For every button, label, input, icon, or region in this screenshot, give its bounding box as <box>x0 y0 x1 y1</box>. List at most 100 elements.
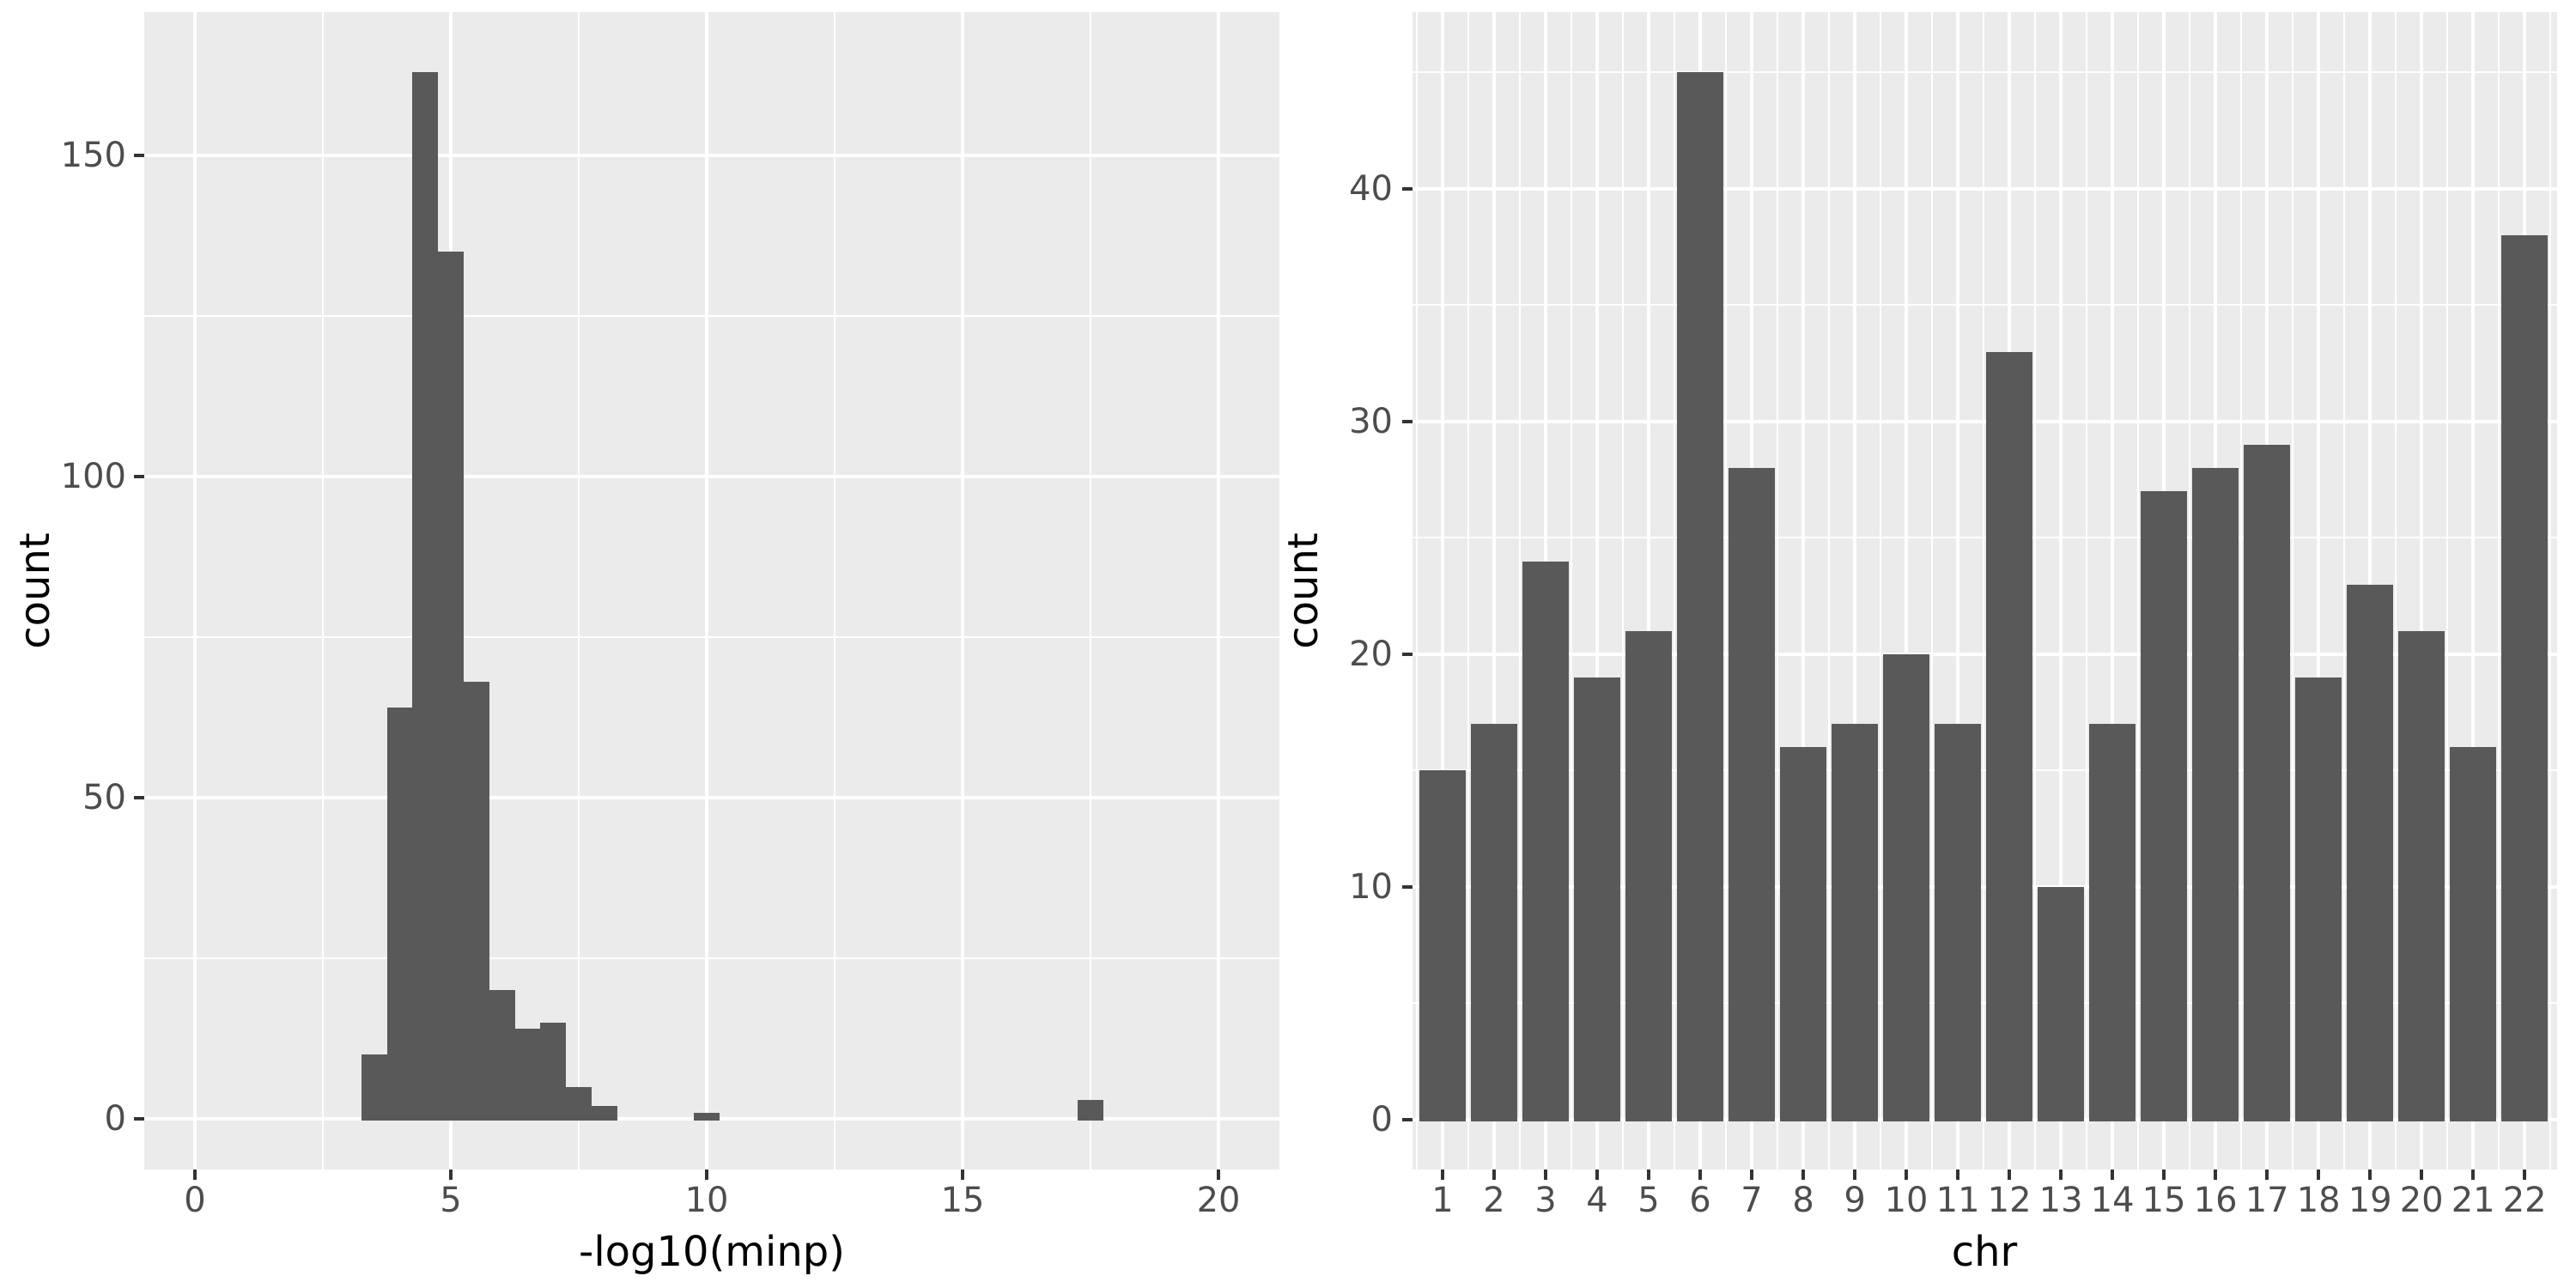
x-tick-mark <box>2265 1170 2269 1180</box>
y-tick-mark <box>134 154 144 158</box>
x-minor-gridline <box>578 12 580 1170</box>
x-tick-label: 1 <box>1431 1181 1454 1220</box>
x-minor-gridline <box>322 12 324 1170</box>
x-tick-label: 15 <box>940 1181 985 1220</box>
histogram-bar <box>1470 724 1517 1121</box>
x-minor-gridline <box>1467 12 1469 1170</box>
x-minor-gridline <box>2086 12 2088 1170</box>
x-major-gridline <box>2420 12 2424 1170</box>
histogram-bar <box>1832 724 1879 1121</box>
y-tick-label: 40 <box>1349 168 1393 209</box>
y-tick-mark <box>134 795 144 799</box>
x-minor-gridline <box>2498 12 2500 1170</box>
x-tick-label: 16 <box>2193 1181 2238 1220</box>
x-tick-label: 8 <box>1792 1181 1814 1220</box>
x-minor-gridline <box>2240 12 2243 1170</box>
y-major-gridline <box>144 795 1279 799</box>
x-tick-mark <box>2317 1170 2321 1180</box>
y-tick-mark <box>1402 884 1413 889</box>
x-tick-mark <box>2523 1170 2527 1180</box>
x-tick-label: 12 <box>1987 1181 2032 1220</box>
histogram-bar <box>1728 468 1776 1121</box>
x-tick-mark <box>961 1170 965 1180</box>
x-major-gridline <box>1492 12 1496 1170</box>
histogram-bar <box>1883 653 1930 1121</box>
x-major-gridline <box>1853 12 1857 1170</box>
histogram-bar <box>412 71 439 1121</box>
x-tick-mark <box>1595 1170 1599 1180</box>
x-major-gridline <box>2111 12 2115 1170</box>
x-minor-gridline <box>2292 12 2294 1170</box>
x-tick-mark <box>1956 1170 1960 1180</box>
y-minor-gridline <box>144 315 1279 318</box>
y-major-gridline <box>144 475 1279 478</box>
y-tick-mark <box>1402 419 1413 423</box>
x-tick-mark <box>1492 1170 1496 1180</box>
x-tick-mark <box>1750 1170 1754 1180</box>
x-tick-label: 3 <box>1534 1181 1557 1220</box>
x-tick-label: 7 <box>1741 1181 1763 1220</box>
histogram-bar <box>2141 491 2188 1121</box>
y-minor-gridline <box>144 957 1279 959</box>
y-tick-mark <box>1402 1118 1413 1121</box>
x-minor-gridline <box>1622 12 1625 1170</box>
x-minor-gridline <box>1880 12 1882 1170</box>
histogram-bar <box>2347 584 2394 1121</box>
histogram-bar <box>1078 1099 1103 1121</box>
y-minor-gridline <box>1413 71 2557 74</box>
x-major-gridline <box>1217 12 1221 1170</box>
histogram-bar <box>2295 677 2342 1121</box>
x-tick-mark <box>1801 1170 1806 1180</box>
histogram-bar <box>1419 770 1466 1121</box>
x-minor-gridline <box>2189 12 2191 1170</box>
x-minor-gridline <box>2137 12 2140 1170</box>
x-minor-gridline <box>2343 12 2346 1170</box>
x-tick-mark <box>2162 1170 2166 1180</box>
x-tick-label: 2 <box>1483 1181 1505 1220</box>
x-major-gridline <box>2317 12 2321 1170</box>
histogram-bar <box>566 1086 592 1121</box>
x-minor-gridline <box>2395 12 2397 1170</box>
y-tick-mark <box>1402 186 1413 191</box>
right-y-axis-title: count <box>1279 532 1327 649</box>
x-tick-label: 21 <box>2451 1181 2495 1220</box>
x-major-gridline <box>1956 12 1960 1170</box>
histogram-bar <box>2089 724 2136 1121</box>
histogram-bar <box>1625 630 1673 1121</box>
x-minor-gridline <box>1983 12 1985 1170</box>
x-minor-gridline <box>2549 12 2552 1170</box>
x-tick-label: 22 <box>2502 1181 2547 1220</box>
x-tick-mark <box>1698 1170 1703 1180</box>
y-tick-label: 150 <box>60 136 126 176</box>
x-tick-label: 10 <box>684 1181 729 1220</box>
y-tick-label: 20 <box>1349 634 1393 674</box>
x-tick-label: 9 <box>1844 1181 1866 1220</box>
histogram-bar <box>463 682 489 1121</box>
histogram-bar <box>694 1112 720 1121</box>
y-tick-label: 0 <box>104 1098 126 1139</box>
x-tick-label: 20 <box>1196 1181 1241 1220</box>
x-tick-mark <box>2111 1170 2115 1180</box>
x-minor-gridline <box>1777 12 1779 1170</box>
x-minor-gridline <box>2446 12 2449 1170</box>
x-tick-mark <box>1905 1170 1909 1180</box>
x-tick-label: 5 <box>1637 1181 1660 1220</box>
histogram-bar <box>2398 630 2445 1121</box>
x-major-gridline <box>1905 12 1909 1170</box>
histogram-bar <box>591 1106 617 1121</box>
y-tick-mark <box>1402 652 1413 656</box>
histogram-bar <box>1677 72 1724 1121</box>
x-major-gridline <box>2471 12 2476 1170</box>
x-tick-mark <box>1853 1170 1857 1180</box>
histogram-bar <box>1574 677 1620 1121</box>
x-tick-label: 13 <box>2038 1181 2083 1220</box>
histogram-bar <box>438 252 464 1121</box>
y-minor-gridline <box>1413 1002 2557 1005</box>
histogram-bar <box>2038 886 2085 1121</box>
histogram-bar <box>1780 747 1827 1121</box>
x-tick-mark <box>2008 1170 2012 1180</box>
x-tick-label: 10 <box>1884 1181 1929 1220</box>
y-minor-gridline <box>1413 304 2557 307</box>
y-major-gridline <box>1413 186 2557 191</box>
left-y-axis-title: count <box>11 532 59 649</box>
